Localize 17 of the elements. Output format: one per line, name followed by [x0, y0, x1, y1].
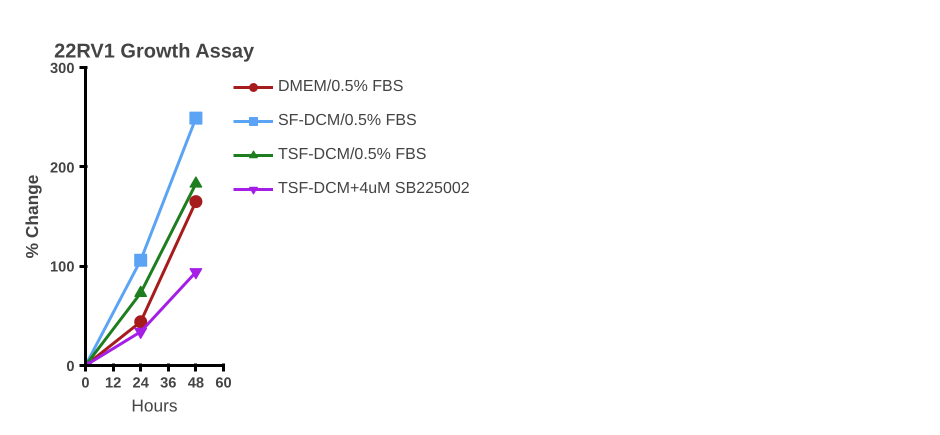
- legend-label: SF-DCM/0.5% FBS: [278, 112, 417, 130]
- x-tick-label: 0: [81, 376, 90, 392]
- y-axis-title: % Change: [22, 174, 42, 258]
- chart-title: 22RV1 Growth Assay: [54, 40, 256, 62]
- x-tick-label: 24: [132, 376, 150, 392]
- legend-label: DMEM/0.5% FBS: [278, 78, 404, 96]
- x-tick-label: 60: [215, 376, 232, 392]
- legend-label: TSF-DCM/0.5% FBS: [278, 146, 426, 164]
- x-tick-label: 12: [104, 376, 122, 392]
- y-tick-label: 100: [50, 260, 75, 276]
- x-tick-label: 36: [160, 376, 176, 392]
- x-axis-title: Hours: [131, 396, 178, 416]
- y-tick-label: 200: [50, 160, 75, 176]
- x-tick-label: 48: [188, 376, 204, 392]
- y-tick-label: 300: [50, 61, 75, 77]
- legend-label: TSF-DCM+4uM SB225002: [278, 180, 470, 198]
- y-tick-label: 0: [66, 359, 75, 375]
